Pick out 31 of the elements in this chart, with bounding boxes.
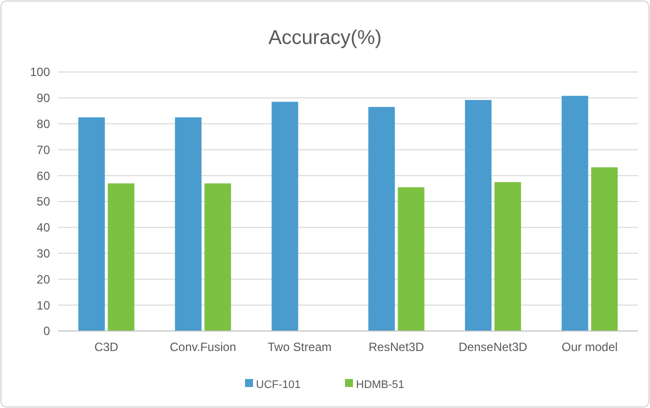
y-tick-label: 80 xyxy=(36,117,50,131)
y-tick-label: 50 xyxy=(36,194,50,209)
x-tick-label: Conv.Fusion xyxy=(170,340,236,354)
y-tick-label: 40 xyxy=(36,220,50,235)
legend-label: HDMB-51 xyxy=(356,378,404,391)
x-tick-label: Two Stream xyxy=(268,340,332,354)
y-tick-label: 70 xyxy=(36,142,50,157)
y-tick-label: 90 xyxy=(36,91,50,106)
chart-title: Accuracy(%) xyxy=(268,27,382,49)
x-tick-label: C3D xyxy=(94,340,119,354)
bar xyxy=(464,100,492,331)
bar xyxy=(591,167,618,331)
bar xyxy=(108,183,134,331)
bar xyxy=(494,182,522,331)
y-tick-label: 30 xyxy=(36,246,50,260)
y-tick-label: 10 xyxy=(36,298,50,312)
x-tick-label: Our model xyxy=(562,340,618,354)
x-tick-label: ResNet3D xyxy=(368,340,424,354)
x-tick-label: DenseNet3D xyxy=(458,340,528,354)
bar xyxy=(78,117,105,331)
bar xyxy=(562,96,588,331)
legend-label: UCF-101 xyxy=(256,378,301,391)
y-tick-label: 60 xyxy=(36,168,50,183)
bar xyxy=(174,117,202,331)
bar xyxy=(272,102,298,331)
bar xyxy=(368,106,395,331)
y-tick-label: 0 xyxy=(43,324,50,338)
y-tick-label: 20 xyxy=(36,272,50,286)
bar xyxy=(398,187,424,331)
bar xyxy=(204,183,232,331)
y-tick-label: 100 xyxy=(30,65,50,80)
